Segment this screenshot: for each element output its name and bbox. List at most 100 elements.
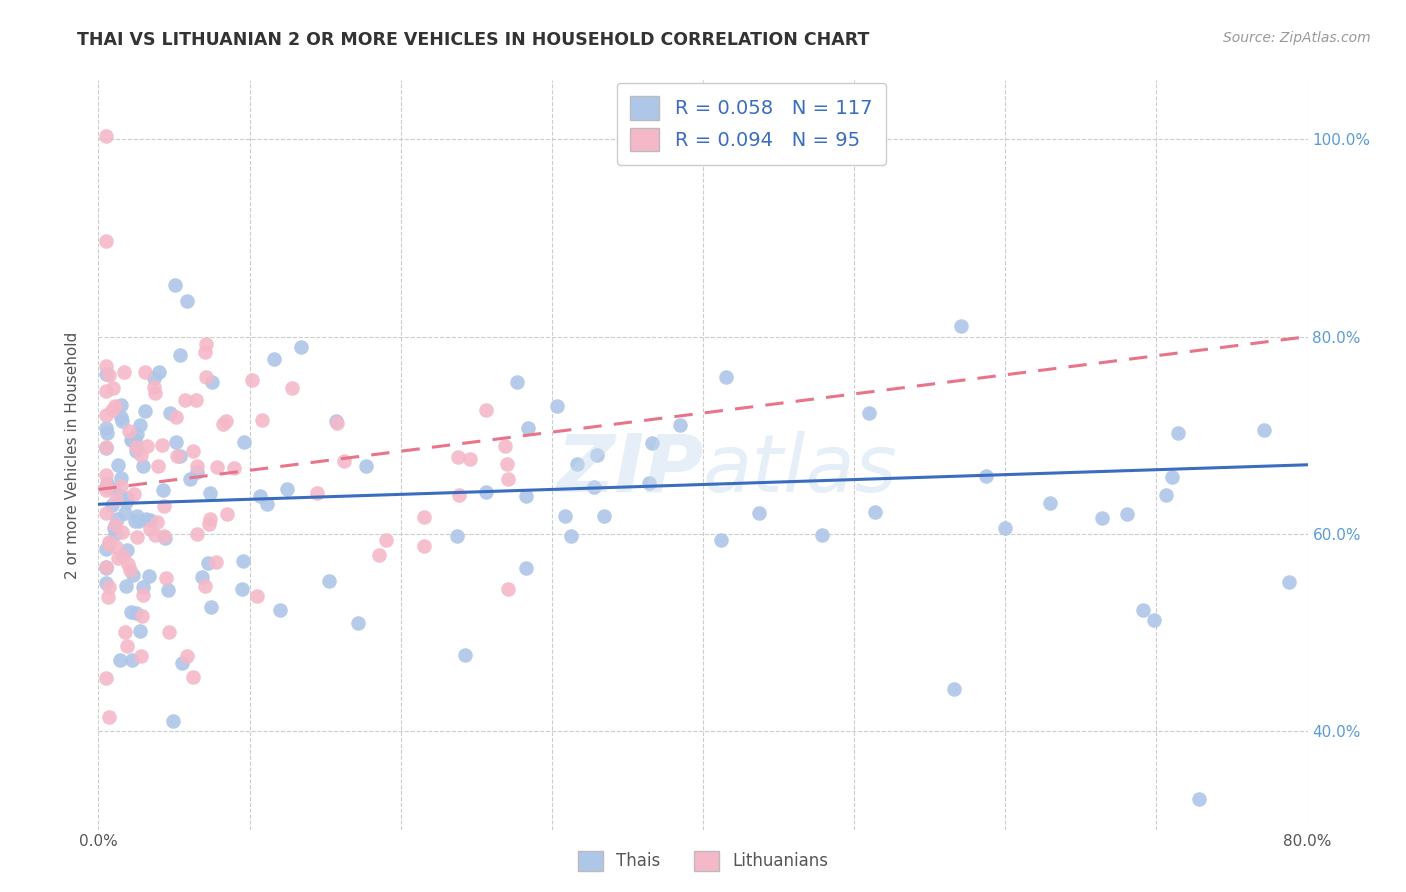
Point: [447, 450, 470, 464]
Point: [242, 373, 264, 387]
Legend: Thais, Lithuanians: Thais, Lithuanians: [569, 842, 837, 880]
Point: [96, 425, 118, 440]
Point: [94, 576, 117, 591]
Point: [114, 506, 136, 520]
Point: [205, 555, 228, 569]
Point: [181, 443, 204, 458]
Point: [198, 512, 221, 526]
Point: [269, 603, 291, 617]
Point: [94, 421, 117, 435]
Point: [224, 461, 246, 475]
Point: [516, 421, 538, 435]
Point: [108, 652, 131, 666]
Point: [159, 406, 181, 420]
Point: [454, 648, 477, 663]
Point: [98, 709, 121, 723]
Point: [110, 471, 132, 485]
Point: [169, 348, 191, 362]
Point: [546, 400, 568, 414]
Point: [412, 539, 434, 553]
Point: [112, 365, 135, 379]
Point: [101, 482, 124, 496]
Point: [515, 561, 537, 575]
Point: [94, 384, 117, 399]
Point: [127, 530, 149, 544]
Point: [104, 527, 127, 541]
Point: [263, 351, 285, 366]
Point: [1161, 470, 1184, 484]
Point: [593, 509, 616, 524]
Point: [94, 671, 117, 685]
Point: [125, 508, 148, 523]
Point: [1253, 424, 1275, 438]
Point: [367, 548, 389, 562]
Point: [134, 365, 156, 379]
Point: [97, 368, 120, 382]
Point: [166, 449, 188, 463]
Point: [194, 579, 217, 593]
Point: [194, 370, 217, 384]
Point: [124, 514, 146, 528]
Point: [110, 409, 132, 424]
Point: [94, 408, 117, 422]
Text: THAI VS LITHUANIAN 2 OR MORE VEHICLES IN HOUSEHOLD CORRELATION CHART: THAI VS LITHUANIAN 2 OR MORE VEHICLES IN…: [77, 31, 870, 49]
Point: [132, 580, 155, 594]
Point: [152, 483, 174, 497]
Point: [94, 483, 117, 498]
Point: [810, 528, 832, 542]
Point: [115, 579, 138, 593]
Point: [125, 440, 148, 454]
Point: [94, 541, 117, 556]
Point: [637, 476, 659, 491]
Point: [131, 609, 153, 624]
Point: [446, 529, 468, 543]
Point: [200, 600, 222, 615]
Point: [105, 512, 128, 526]
Point: [496, 582, 519, 597]
Point: [131, 649, 153, 664]
Point: [111, 414, 134, 428]
Point: [249, 489, 271, 503]
Point: [150, 438, 173, 452]
Point: [494, 438, 516, 452]
Point: [347, 615, 370, 630]
Point: [413, 509, 436, 524]
Point: [1154, 488, 1177, 502]
Point: [1167, 425, 1189, 440]
Point: [143, 380, 166, 394]
Point: [186, 465, 208, 479]
Point: [325, 416, 347, 430]
Point: [1188, 791, 1211, 805]
Point: [143, 386, 166, 401]
Point: [169, 449, 191, 463]
Point: [863, 505, 886, 519]
Point: [179, 472, 201, 486]
Point: [281, 381, 304, 395]
Point: [554, 509, 576, 524]
Point: [1115, 508, 1137, 522]
Point: [155, 571, 177, 585]
Point: [252, 412, 274, 426]
Point: [447, 488, 470, 502]
Point: [132, 588, 155, 602]
Point: [129, 448, 152, 462]
Point: [118, 424, 141, 438]
Point: [375, 533, 398, 548]
Point: [107, 458, 129, 472]
Point: [98, 534, 121, 549]
Point: [94, 561, 117, 575]
Point: [186, 527, 208, 541]
Point: [98, 580, 121, 594]
Point: [215, 507, 238, 521]
Point: [582, 480, 605, 494]
Point: [458, 451, 481, 466]
Point: [153, 499, 176, 513]
Point: [1039, 496, 1062, 510]
Point: [195, 337, 218, 351]
Point: [94, 559, 117, 574]
Point: [506, 376, 529, 390]
Point: [96, 476, 118, 491]
Text: Source: ZipAtlas.com: Source: ZipAtlas.com: [1223, 31, 1371, 45]
Point: [96, 468, 118, 483]
Point: [155, 531, 177, 545]
